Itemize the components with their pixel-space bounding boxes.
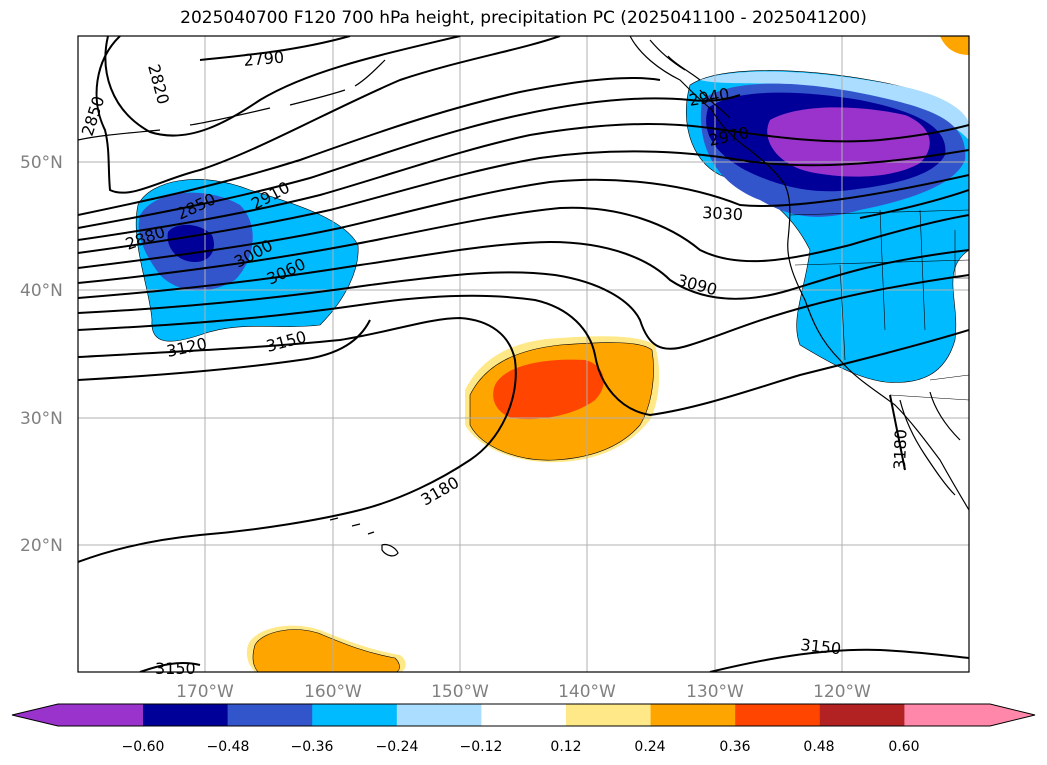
pos-anomaly-corner <box>940 36 969 55</box>
colorbar-tick-label: 0.12 <box>550 739 581 755</box>
contour-3030 <box>78 174 969 269</box>
contour-3090 <box>78 240 969 300</box>
colorbar-tick-label: 0.36 <box>719 739 750 755</box>
neg-anomaly-east-light <box>700 71 969 140</box>
colorbar-segment <box>227 704 313 726</box>
contour-label: 3090 <box>675 271 719 300</box>
contour-3000 <box>78 149 969 254</box>
contour-label: 3030 <box>702 203 744 224</box>
colorbar-segment <box>481 704 567 726</box>
lon-label: 170°W <box>176 682 234 702</box>
latitude-labels: 50°N 40°N 30°N 20°N <box>20 153 63 556</box>
colorbar-segment <box>904 704 990 726</box>
colorbar-tick-label: 0.60 <box>888 739 919 755</box>
lon-label: 140°W <box>558 682 616 702</box>
contour-label: 2820 <box>144 62 173 106</box>
contour-3165 <box>78 316 517 563</box>
contour-2940 <box>78 94 741 229</box>
coast-alaska-panhandle <box>649 39 731 119</box>
coast-baja <box>899 391 961 496</box>
lat-label: 40°N <box>20 281 63 301</box>
lon-label: 160°W <box>304 682 362 702</box>
colorbar-segment <box>819 704 905 726</box>
coast-hawaii <box>329 517 399 557</box>
lat-label: 50°N <box>20 153 63 173</box>
colorbar-segment <box>312 704 398 726</box>
colorbar-tick-label: 0.48 <box>803 739 834 755</box>
contour-label: 2790 <box>243 48 285 70</box>
longitude-labels: 170°W 160°W 150°W 140°W 130°W 120°W <box>176 682 871 702</box>
contour-2970 <box>78 123 969 241</box>
lat-label: 30°N <box>20 409 63 429</box>
height-contours <box>78 36 969 672</box>
colorbar-extend-high <box>990 704 1035 726</box>
contour-label: 2850 <box>78 94 109 139</box>
colorbar-tick-label: −0.60 <box>122 739 165 755</box>
colorbar-segment <box>143 704 229 726</box>
contour-3180-right <box>889 394 906 471</box>
contour-label: 3180 <box>890 429 910 470</box>
contour-2820 <box>104 36 461 137</box>
contour-3150-southeast <box>709 648 969 672</box>
lon-label: 130°W <box>686 682 744 702</box>
colorbar-tick-label: −0.36 <box>291 739 334 755</box>
contour-3150 <box>78 294 969 417</box>
contour-3150-south <box>139 662 201 672</box>
lon-label: 150°W <box>431 682 489 702</box>
pos-anomaly-south-core <box>252 629 400 672</box>
contour-3030-right <box>859 189 969 219</box>
contour-3060 <box>78 206 969 284</box>
lon-label: 120°W <box>813 682 871 702</box>
coast-aleutians <box>78 59 386 141</box>
colorbar-tick-label: −0.12 <box>460 739 503 755</box>
lat-label: 20°N <box>20 536 63 556</box>
colorbar-segment <box>650 704 736 726</box>
colorbar-segment <box>735 704 821 726</box>
colorbar-segment <box>58 704 143 726</box>
contour-2850 <box>95 36 561 194</box>
contour-2790 <box>199 36 351 61</box>
colorbar-tick-label: 0.24 <box>634 739 665 755</box>
map-title: 2025040700 F120 700 hPa height, precipit… <box>180 8 867 28</box>
colorbar-extend-low <box>12 704 58 726</box>
colorbar-segment <box>566 704 652 726</box>
colorbar-outline <box>11 703 1036 727</box>
pos-anomaly-central-core <box>493 359 604 420</box>
colorbar-segment <box>396 704 482 726</box>
contour-3180-left <box>78 319 371 381</box>
plot-frame <box>77 35 970 673</box>
colorbar: −0.60 −0.48 −0.36 −0.24 −0.12 0.12 0.24 … <box>11 703 1036 755</box>
colorbar-tick-label: −0.48 <box>207 739 250 755</box>
contour-2910 <box>78 77 661 216</box>
colorbar-tick-label: −0.24 <box>376 739 419 755</box>
contour-label: 3150 <box>264 327 308 356</box>
contour-3120 <box>78 271 969 350</box>
contour-label: 3150 <box>800 635 842 658</box>
contour-label: 3150 <box>155 659 196 678</box>
